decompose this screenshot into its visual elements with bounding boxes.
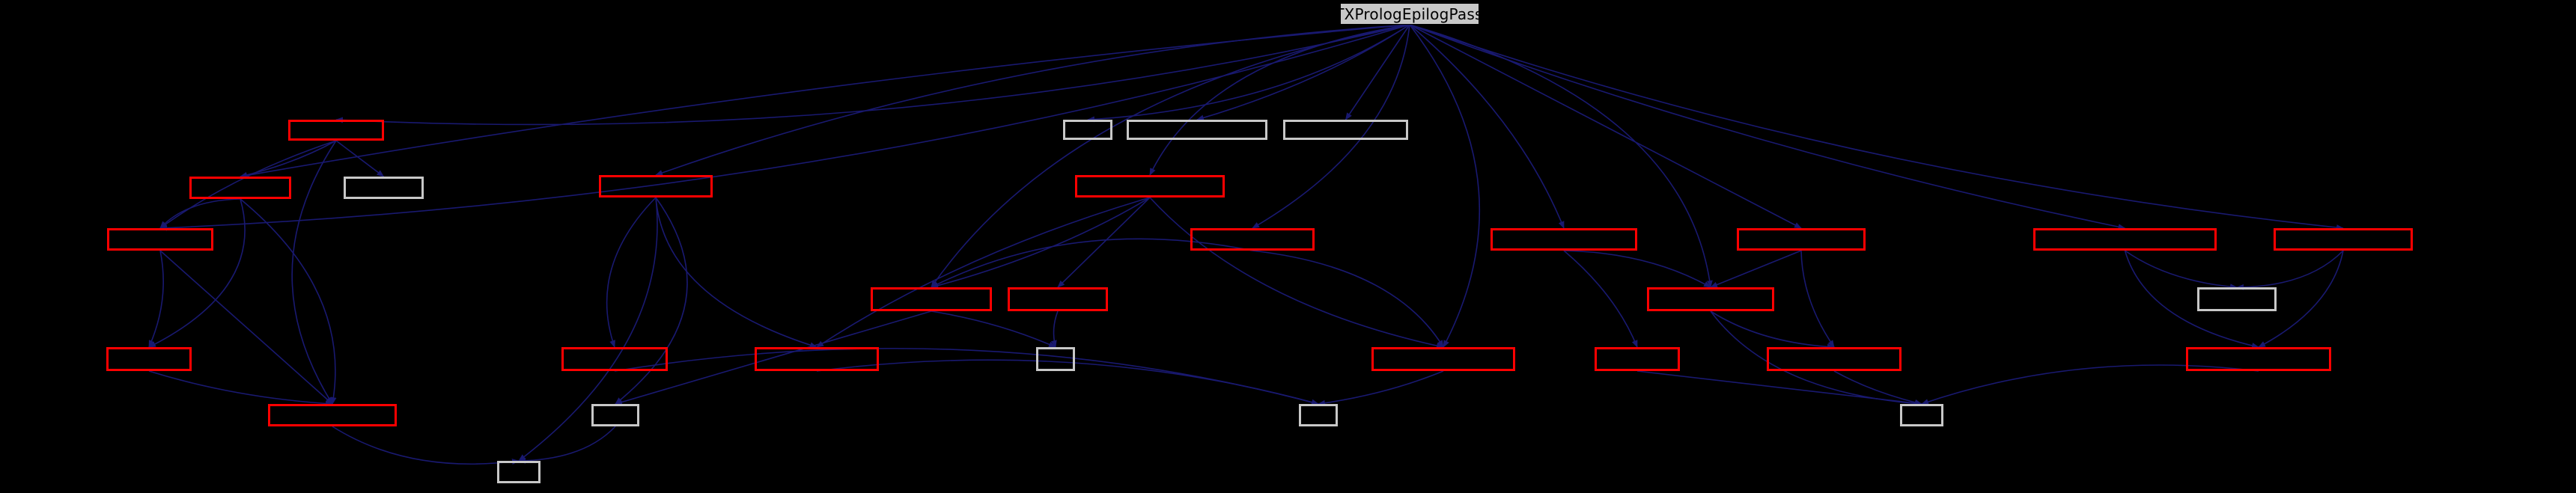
graph-node[interactable]	[1595, 347, 1680, 371]
graph-node[interactable]	[1008, 287, 1108, 311]
graph-node[interactable]	[1371, 347, 1515, 371]
graph-edge	[1149, 197, 1444, 349]
graph-edge	[816, 197, 1151, 348]
graph-edge	[1409, 24, 1802, 229]
graph-edge	[1563, 250, 1638, 348]
graph-edge	[335, 24, 1410, 126]
graph-edge	[148, 370, 333, 407]
graph-edge	[1409, 24, 1481, 348]
graph-node[interactable]	[107, 228, 213, 251]
graph-edge	[240, 24, 1410, 179]
graph-edge	[1833, 370, 1922, 405]
graph-edge	[148, 250, 164, 348]
graph-edge	[1252, 250, 1444, 348]
graph-edge	[931, 24, 1410, 288]
graph-edge	[606, 197, 657, 348]
graph-edge	[1710, 310, 1835, 350]
graph-edge	[1409, 24, 2126, 230]
graph-node[interactable]	[189, 177, 291, 199]
graph-edge	[240, 140, 337, 178]
graph-edge	[2125, 250, 2238, 290]
graph-edge	[1409, 24, 2344, 231]
graph-edge	[518, 426, 616, 464]
graph-node[interactable]	[2197, 287, 2277, 311]
graph-edge	[1636, 370, 1922, 406]
graph-edge	[1087, 24, 1410, 123]
graph-node[interactable]	[2186, 347, 2331, 371]
graph-edge	[335, 140, 385, 177]
graph-edge	[1409, 24, 1565, 229]
graph-node[interactable]	[1767, 347, 1901, 371]
graph-node[interactable]	[2033, 228, 2217, 251]
graph-node[interactable]	[344, 177, 424, 199]
graph-edge	[240, 198, 337, 405]
graph-node[interactable]	[288, 120, 384, 141]
graph-edge	[148, 198, 246, 348]
graph-edge	[291, 140, 337, 405]
graph-root-node[interactable]: NVPTXPrologEpilogPass.cpp	[1340, 3, 1479, 25]
graph-node[interactable]	[268, 404, 397, 426]
graph-node[interactable]	[561, 347, 668, 371]
graph-edge	[931, 310, 1056, 348]
graph-node[interactable]	[2274, 228, 2413, 251]
graph-node[interactable]	[1299, 404, 1338, 426]
graph-node[interactable]	[755, 347, 879, 371]
graph-edge	[2236, 250, 2344, 290]
graph-edge	[1196, 24, 1410, 121]
graph-node[interactable]	[599, 175, 713, 197]
graph-node[interactable]	[1900, 404, 1943, 426]
graph-edge	[1800, 250, 1835, 348]
graph-edge	[655, 197, 817, 349]
graph-node[interactable]	[1283, 120, 1408, 140]
graph-edge	[159, 250, 333, 405]
graph-edge	[1149, 24, 1410, 176]
graph-edge	[655, 24, 1410, 176]
graph-node[interactable]	[871, 287, 992, 311]
graph-edge	[614, 347, 1319, 405]
graph-edge	[1563, 250, 1711, 288]
graph-edge	[1318, 370, 1444, 406]
graph-node[interactable]	[1647, 287, 1774, 311]
graph-node[interactable]	[591, 404, 639, 426]
graph-node[interactable]	[497, 461, 541, 483]
graph-edge	[931, 197, 1151, 289]
graph-node[interactable]	[106, 347, 192, 371]
graph-edge	[1050, 310, 1059, 348]
graph-edge	[1057, 197, 1151, 288]
graph-node[interactable]	[1075, 175, 1225, 197]
graph-node[interactable]	[1127, 120, 1267, 140]
graph-edge	[332, 426, 520, 465]
graph-edge	[159, 198, 241, 229]
graph-node[interactable]	[1737, 228, 1866, 251]
graph-edge	[1710, 250, 1802, 288]
graph-node[interactable]	[1063, 120, 1112, 140]
graph-edge	[1345, 24, 1410, 120]
graph-node[interactable]	[1036, 347, 1075, 371]
graph-edge	[615, 197, 688, 405]
graph-node[interactable]	[1190, 228, 1315, 251]
graph-node[interactable]	[1491, 228, 1637, 251]
